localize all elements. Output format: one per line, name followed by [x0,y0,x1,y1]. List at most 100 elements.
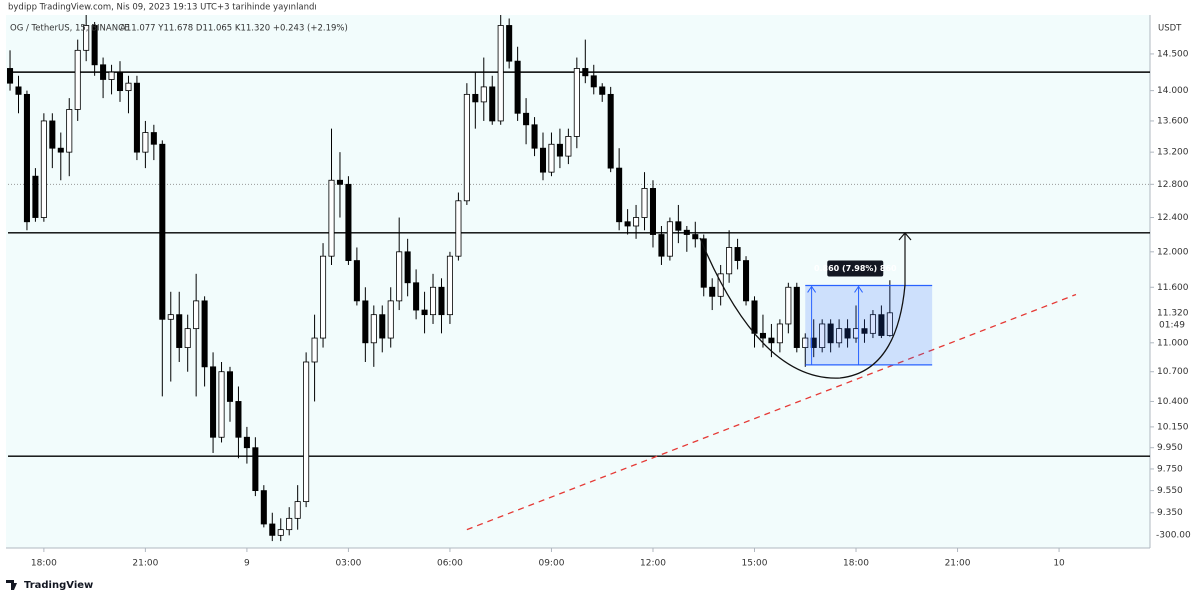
candle-body [184,328,191,348]
x-tick-label: 21:00 [132,559,158,569]
curve-drawing [699,237,906,379]
candle-body [353,260,360,302]
candle-body [759,332,766,339]
measure-box [805,285,933,365]
x-tick-label: 10 [1053,559,1065,569]
candle-body [167,314,174,320]
candle-body [692,234,699,240]
candle-body [108,71,115,80]
candle-body [66,109,73,153]
candle-body [523,112,530,126]
candle-body [430,286,437,316]
y-tick-label: 14.500 [1157,49,1189,59]
candle-body [658,234,665,257]
candle-body [176,314,183,348]
candle-body [802,337,809,348]
y-tick-label: 13.200 [1157,148,1189,158]
candle-body [607,93,614,169]
candle-body [480,86,487,103]
candle-body [133,82,140,153]
plot: 0.860 (7.98%) 860 [7,15,1150,542]
candle-body [472,93,479,103]
trend-line [466,293,1077,531]
candle-body [438,286,445,316]
candle-body [649,188,657,235]
candle-body [455,200,462,257]
currency: USDT [1158,24,1182,34]
x-tick-label: 18:00 [31,559,57,569]
candle-body [633,217,640,227]
candle-body [717,273,724,297]
candle-body [785,286,792,325]
brand: TradingView [24,580,93,591]
candle-body [311,337,318,363]
candle-body [269,523,276,536]
candle-body [260,490,267,525]
ohlc-legend: A11.077 Y11.678 D11.065 K11.320 +0.243 (… [120,24,348,34]
candle-body [556,143,563,157]
candle-body [243,436,250,449]
y-tick-label: 9.550 [1157,486,1183,496]
candle-body [793,286,800,348]
candle-body [590,75,597,88]
candle-body [150,132,157,145]
x-tick-label: 12:00 [640,559,666,569]
candle-body [827,323,834,344]
x-tick-label: 18:00 [843,559,869,569]
measure-label-box [827,260,884,277]
y-tick-label: 10.150 [1157,422,1189,432]
candle-body [294,501,301,519]
candle-body [235,401,242,438]
candle-body [514,60,521,114]
y-tick-label: 11.600 [1157,283,1189,293]
candle-body [776,323,783,344]
extra-axis-label: -300.00 [1156,531,1191,541]
brand-logo [6,580,17,590]
candle-body [666,221,673,257]
candle-body [218,371,225,438]
candle-body [116,71,124,92]
measure-arrow-head [807,285,817,293]
candle-body [15,86,22,95]
candle-body [49,120,56,149]
symbol: OG / TetherUS, 15, BINANCE [10,24,129,34]
y-tick-label: 9.750 [1157,464,1183,474]
candle-body [277,529,284,536]
y-tick-label: 12.000 [1157,247,1189,257]
published-note: bydipp TradingView.com, Nis 09, 2023 19:… [8,3,317,13]
candle-body [23,93,30,223]
candle-body [886,312,893,336]
candle-body [497,25,504,122]
y-tick-label: 10.700 [1157,367,1189,377]
y-tick-label: 10.400 [1157,397,1189,407]
candle-body [362,300,369,344]
candle-body [539,147,547,173]
candle-body [320,255,327,339]
candle-body [726,247,733,275]
candle-body [252,447,259,492]
candle-body [345,183,352,261]
candle-body [573,68,580,137]
candle-body [328,179,335,257]
candle-body [565,136,572,157]
candle-body [616,167,623,223]
candle-body [91,25,98,66]
y-tick-label: 14.000 [1157,86,1189,96]
x-tick-label: 06:00 [437,559,463,569]
candle-body [193,300,200,330]
candle-body [125,82,132,92]
y-tick-label: 13.600 [1157,116,1189,126]
countdown: 01:49 [1159,320,1185,330]
y-tick-label: 12.400 [1157,213,1189,223]
candle-body [404,251,411,284]
candle-body [370,314,377,344]
header-strip [0,0,1200,14]
candle-body [548,143,555,173]
candle-body [810,337,817,348]
x-tick-label: 15:00 [742,559,768,569]
candle-body [878,314,885,336]
candle-body [303,361,310,503]
candle-body [100,64,107,80]
candle-body [446,255,453,316]
